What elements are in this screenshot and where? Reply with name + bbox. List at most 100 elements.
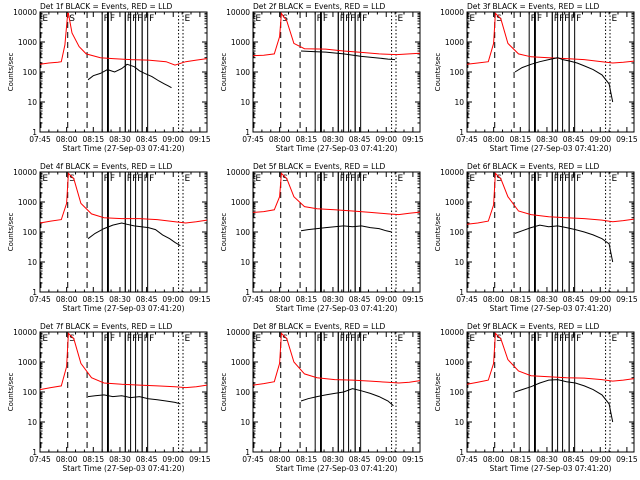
x-tick-label: 09:00: [375, 135, 397, 144]
marker-label: F: [571, 334, 576, 344]
chart-panel-8: Det 8f BLACK = Events, RED = LLD 1 10 100 10…: [220, 322, 424, 473]
x-tick-label: 08:45: [349, 135, 371, 144]
y-tick-label: 1000: [231, 198, 250, 207]
y-tick-label: 1: [32, 288, 37, 297]
x-tick-label: 07:45: [29, 135, 51, 144]
x-tick-label: 08:45: [136, 135, 158, 144]
marker-label: F: [564, 174, 569, 184]
marker-label: F: [345, 14, 350, 24]
marker-label: E: [42, 14, 48, 24]
marker-label: F: [350, 14, 355, 24]
marker-label: F: [357, 14, 362, 24]
marker-label: S: [496, 14, 502, 24]
marker-label: E: [255, 334, 261, 344]
marker-label: S: [282, 174, 288, 184]
marker-label: F: [149, 334, 154, 344]
y-tick-label: 10000: [226, 328, 250, 337]
lld-series-line: [252, 11, 421, 57]
x-axis-label: Start Time (27-Sep-03 07:41:20): [490, 464, 612, 473]
x-tick-label: 09:00: [162, 295, 184, 304]
y-axis-label: Counts/sec: [434, 53, 442, 92]
x-tick-label: 08:30: [322, 135, 344, 144]
y-tick-label: 10000: [13, 8, 37, 17]
marker-label: F: [127, 14, 132, 24]
marker-label: E: [42, 174, 48, 184]
y-tick-label: 1000: [18, 38, 37, 47]
y-tick-label: 100: [23, 388, 38, 397]
y-tick-label: 1: [459, 128, 464, 137]
x-tick-label: 08:45: [563, 455, 585, 464]
marker-label: F: [357, 174, 362, 184]
chart-panel-7: Det 7f BLACK = Events, RED = LLD 1 10 100 10…: [7, 322, 211, 473]
marker-label: F: [132, 14, 137, 24]
x-tick-label: 08:45: [563, 295, 585, 304]
chart-panel-2: Det 2f BLACK = Events, RED = LLD 1 10 100 10…: [220, 2, 424, 153]
x-tick-label: 08:30: [322, 455, 344, 464]
chart-panel-9: Det 9f BLACK = Events, RED = LLD 1 10 100 10…: [434, 322, 638, 473]
events-series-line: [514, 224, 614, 263]
x-axis-label: Start Time (27-Sep-03 07:41:20): [276, 304, 398, 313]
lld-series-line: [39, 12, 208, 66]
marker-label: S: [69, 174, 75, 184]
x-tick-label: 08:45: [136, 455, 158, 464]
y-tick-label: 1: [459, 448, 464, 457]
x-tick-label: 08:00: [269, 455, 291, 464]
plot-frame: [252, 171, 421, 293]
plot-frame: [252, 11, 421, 133]
marker-label: F: [537, 14, 542, 24]
chart-title: Det 6f BLACK = Events, RED = LLD: [467, 162, 600, 171]
chart-panel-5: Det 5f BLACK = Events, RED = LLD 1 10 100 10…: [220, 162, 424, 313]
x-tick-label: 07:45: [242, 455, 264, 464]
marker-label: F: [323, 14, 328, 24]
y-tick-label: 10: [27, 258, 37, 267]
x-tick-label: 08:00: [483, 295, 505, 304]
x-tick-label: 08:30: [109, 295, 131, 304]
plot-frame: [39, 11, 208, 133]
x-tick-label: 08:00: [56, 295, 78, 304]
y-tick-label: 1: [245, 288, 250, 297]
y-tick-label: 10000: [13, 328, 37, 337]
x-tick-label: 08:15: [295, 455, 317, 464]
x-tick-label: 08:15: [82, 295, 104, 304]
y-tick-label: 1000: [445, 358, 464, 367]
plot-frame: [252, 331, 421, 453]
y-tick-label: 100: [23, 228, 38, 237]
x-axis-label: Start Time (27-Sep-03 07:41:20): [276, 464, 398, 473]
events-series-line: [300, 388, 394, 407]
y-tick-label: 100: [450, 228, 465, 237]
x-tick-label: 09:00: [375, 455, 397, 464]
x-tick-label: 08:15: [509, 135, 531, 144]
marker-label: F: [340, 14, 345, 24]
marker-label: E: [469, 14, 475, 24]
x-axis-label: Start Time (27-Sep-03 07:41:20): [63, 464, 185, 473]
x-tick-label: 08:00: [56, 135, 78, 144]
marker-label: F: [345, 174, 350, 184]
y-tick-label: 1000: [231, 38, 250, 47]
marker-label: F: [571, 14, 576, 24]
marker-label: F: [576, 14, 581, 24]
marker-label: F: [317, 14, 322, 24]
x-tick-label: 09:00: [589, 135, 611, 144]
x-axis-label: Start Time (27-Sep-03 07:41:20): [490, 144, 612, 153]
y-tick-label: 10: [454, 98, 464, 107]
marker-label: F: [144, 334, 149, 344]
x-tick-label: 08:00: [56, 455, 78, 464]
y-axis-label: Counts/sec: [434, 373, 442, 412]
x-tick-label: 09:15: [189, 135, 211, 144]
x-tick-label: 08:45: [349, 455, 371, 464]
y-tick-label: 1000: [231, 358, 250, 367]
marker-label: F: [564, 14, 569, 24]
x-tick-label: 07:45: [456, 455, 478, 464]
lld-series-line: [466, 12, 635, 65]
marker-label: S: [69, 334, 75, 344]
marker-label: F: [559, 334, 564, 344]
events-series-line: [87, 222, 181, 247]
plot-frame: [39, 331, 208, 453]
x-tick-label: 09:15: [402, 135, 424, 144]
events-series-line: [514, 57, 614, 103]
y-tick-label: 100: [23, 68, 38, 77]
marker-label: F: [110, 14, 115, 24]
x-tick-label: 09:15: [616, 455, 638, 464]
marker-label: F: [104, 334, 109, 344]
